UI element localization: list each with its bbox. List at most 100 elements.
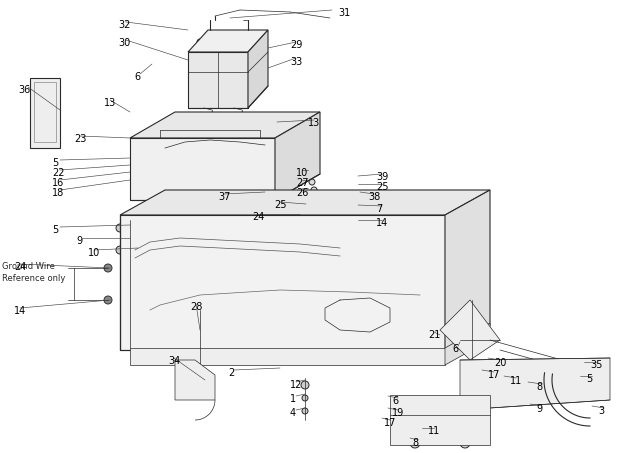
Text: 23: 23 [74, 134, 86, 144]
Circle shape [350, 260, 430, 340]
Text: 7: 7 [376, 204, 383, 214]
Circle shape [127, 237, 133, 243]
Text: 3: 3 [598, 406, 604, 416]
Circle shape [459, 424, 471, 436]
Polygon shape [390, 395, 490, 445]
Circle shape [145, 169, 151, 175]
Text: 24: 24 [14, 262, 27, 272]
Polygon shape [248, 30, 268, 108]
Text: 5: 5 [586, 374, 592, 384]
Bar [34, 82, 56, 142]
Circle shape [143, 246, 148, 251]
Circle shape [428, 216, 433, 221]
Text: 5: 5 [52, 225, 58, 235]
Text: 34: 34 [168, 356, 180, 366]
Polygon shape [188, 30, 268, 52]
Text: 13: 13 [308, 118, 321, 128]
Text: 18: 18 [52, 188, 64, 198]
Circle shape [143, 226, 148, 231]
Text: 11: 11 [510, 376, 522, 386]
Polygon shape [130, 112, 320, 138]
Polygon shape [175, 360, 215, 400]
Circle shape [257, 167, 263, 173]
Text: 31: 31 [338, 8, 350, 18]
Text: 6: 6 [392, 396, 398, 406]
Circle shape [428, 315, 433, 321]
Text: 10: 10 [88, 248, 100, 258]
Circle shape [305, 204, 311, 210]
Circle shape [428, 295, 433, 300]
Text: 26: 26 [296, 188, 308, 198]
Text: 36: 36 [18, 85, 30, 95]
Circle shape [116, 246, 124, 254]
Circle shape [460, 438, 470, 448]
Circle shape [306, 166, 314, 174]
Circle shape [378, 288, 402, 312]
Text: 24: 24 [252, 212, 264, 222]
Text: 33: 33 [290, 57, 303, 67]
Text: 30: 30 [118, 38, 130, 48]
Circle shape [182, 130, 218, 166]
Circle shape [428, 236, 433, 241]
Polygon shape [440, 300, 500, 360]
Circle shape [428, 275, 433, 280]
Circle shape [116, 224, 124, 232]
Text: 1: 1 [290, 394, 296, 404]
Circle shape [143, 265, 148, 270]
Text: 10: 10 [296, 168, 308, 178]
Text: 16: 16 [52, 178, 64, 188]
Text: 25: 25 [274, 200, 286, 210]
Text: 14: 14 [14, 306, 26, 316]
Polygon shape [30, 78, 60, 148]
Text: Reference only: Reference only [2, 274, 65, 283]
Text: 2: 2 [228, 368, 234, 378]
Text: 35: 35 [590, 360, 603, 370]
Circle shape [409, 424, 421, 436]
Polygon shape [130, 348, 445, 365]
Ellipse shape [230, 275, 330, 315]
Text: 28: 28 [190, 302, 202, 312]
Text: 17: 17 [384, 418, 396, 428]
Text: 6: 6 [452, 344, 458, 354]
Text: 6: 6 [134, 72, 140, 82]
Text: 20: 20 [494, 358, 507, 368]
Circle shape [428, 336, 433, 341]
Text: 19: 19 [392, 408, 404, 418]
Circle shape [302, 408, 308, 414]
Circle shape [362, 272, 418, 328]
Text: 14: 14 [376, 218, 388, 228]
Text: 27: 27 [296, 178, 309, 188]
Circle shape [257, 155, 263, 161]
Circle shape [143, 328, 148, 333]
Text: 21: 21 [428, 330, 440, 340]
Text: 5: 5 [52, 158, 58, 168]
Text: 8: 8 [412, 438, 418, 448]
Text: 39: 39 [376, 172, 388, 182]
Text: 12: 12 [290, 380, 303, 390]
Circle shape [428, 255, 433, 260]
Circle shape [526, 388, 534, 396]
Polygon shape [445, 323, 490, 365]
Polygon shape [460, 358, 610, 410]
Polygon shape [120, 215, 445, 350]
Circle shape [410, 438, 420, 448]
Text: 25: 25 [376, 182, 389, 192]
Text: 22: 22 [52, 168, 64, 178]
Circle shape [309, 179, 315, 185]
Polygon shape [275, 112, 320, 200]
Polygon shape [130, 138, 275, 200]
Circle shape [551, 389, 559, 397]
Circle shape [143, 308, 148, 313]
Circle shape [476, 386, 484, 394]
Text: 9: 9 [76, 236, 82, 246]
Text: 17: 17 [488, 370, 500, 380]
Polygon shape [445, 190, 490, 350]
Circle shape [307, 195, 313, 201]
Circle shape [311, 187, 317, 193]
Circle shape [104, 296, 112, 304]
Circle shape [197, 39, 203, 45]
Text: 37: 37 [218, 192, 231, 202]
Text: eReplacementParts.com: eReplacementParts.com [191, 217, 429, 236]
Circle shape [145, 183, 151, 189]
Circle shape [104, 264, 112, 272]
